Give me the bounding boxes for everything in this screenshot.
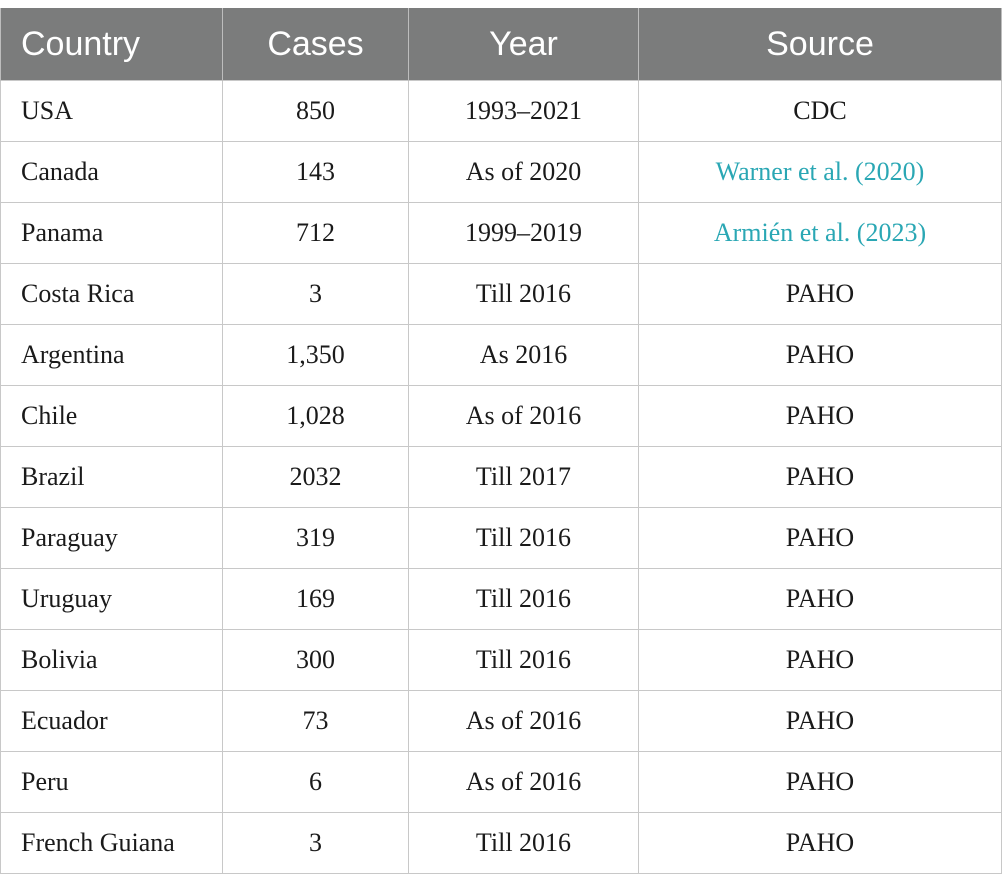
country-cell: Canada — [0, 141, 223, 203]
table-row: Paraguay 319 Till 2016 PAHO — [0, 507, 1002, 569]
year-cell: Till 2016 — [408, 629, 639, 691]
country-cell: Argentina — [0, 324, 223, 386]
table-row: Costa Rica 3 Till 2016 PAHO — [0, 263, 1002, 325]
source-cell: PAHO — [638, 385, 1002, 447]
table-row: Canada 143 As of 2020 Warner et al. (2020) — [0, 141, 1002, 203]
header-row: Country Cases Year Source — [0, 8, 1002, 81]
citation-link[interactable]: Warner et al. (2020) — [715, 157, 925, 186]
source-cell: PAHO — [638, 751, 1002, 813]
table-header: Country Cases Year Source — [0, 8, 1002, 81]
table-row: Uruguay 169 Till 2016 PAHO — [0, 568, 1002, 630]
table-body: USA 850 1993–2021 CDC Canada 143 As of 2020 War… — [0, 80, 1002, 874]
country-cell: Costa Rica — [0, 263, 223, 325]
table-row: French Guiana 3 Till 2016 PAHO — [0, 812, 1002, 874]
year-cell: 1993–2021 — [408, 80, 639, 142]
cases-cell: 319 — [222, 507, 409, 569]
source-link[interactable]: Armién et al. (2023) — [638, 202, 1002, 264]
cases-cell: 3 — [222, 263, 409, 325]
country-cell: French Guiana — [0, 812, 223, 874]
year-cell: Till 2016 — [408, 263, 639, 325]
header-year: Year — [408, 8, 639, 81]
year-cell: Till 2016 — [408, 812, 639, 874]
header-source: Source — [638, 8, 1002, 81]
cases-cell: 2032 — [222, 446, 409, 508]
cases-cell: 300 — [222, 629, 409, 691]
cases-table: Country Cases Year Source USA 850 1993–202… — [0, 8, 1002, 874]
country-cell: Panama — [0, 202, 223, 264]
source-cell: PAHO — [638, 568, 1002, 630]
cases-cell: 169 — [222, 568, 409, 630]
table-row: Peru 6 As of 2016 PAHO — [0, 751, 1002, 813]
year-cell: Till 2016 — [408, 507, 639, 569]
cases-cell: 73 — [222, 690, 409, 752]
year-cell: Till 2016 — [408, 568, 639, 630]
source-cell: PAHO — [638, 629, 1002, 691]
source-cell: PAHO — [638, 446, 1002, 508]
country-cell: Uruguay — [0, 568, 223, 630]
cases-cell: 143 — [222, 141, 409, 203]
table-row: Panama 712 1999–2019 Armién et al. (2023) — [0, 202, 1002, 264]
header-cases: Cases — [222, 8, 409, 81]
cases-cell: 712 — [222, 202, 409, 264]
table-row: Chile 1,028 As of 2016 PAHO — [0, 385, 1002, 447]
citation-link[interactable]: Armién et al. (2023) — [713, 218, 927, 247]
cases-cell: 1,028 — [222, 385, 409, 447]
country-cell: Bolivia — [0, 629, 223, 691]
cases-cell: 850 — [222, 80, 409, 142]
year-cell: As 2016 — [408, 324, 639, 386]
country-cell: USA — [0, 80, 223, 142]
cases-cell: 1,350 — [222, 324, 409, 386]
source-cell: PAHO — [638, 690, 1002, 752]
year-cell: Till 2017 — [408, 446, 639, 508]
source-cell: PAHO — [638, 812, 1002, 874]
source-cell: PAHO — [638, 507, 1002, 569]
year-cell: 1999–2019 — [408, 202, 639, 264]
table-row: Ecuador 73 As of 2016 PAHO — [0, 690, 1002, 752]
source-cell: CDC — [638, 80, 1002, 142]
year-cell: As of 2016 — [408, 690, 639, 752]
table-row: USA 850 1993–2021 CDC — [0, 80, 1002, 142]
table-row: Brazil 2032 Till 2017 PAHO — [0, 446, 1002, 508]
table-row: Argentina 1,350 As 2016 PAHO — [0, 324, 1002, 386]
cases-cell: 3 — [222, 812, 409, 874]
country-cell: Brazil — [0, 446, 223, 508]
country-cell: Peru — [0, 751, 223, 813]
country-cell: Chile — [0, 385, 223, 447]
year-cell: As of 2020 — [408, 141, 639, 203]
source-link[interactable]: Warner et al. (2020) — [638, 141, 1002, 203]
source-cell: PAHO — [638, 263, 1002, 325]
table-row: Bolivia 300 Till 2016 PAHO — [0, 629, 1002, 691]
source-cell: PAHO — [638, 324, 1002, 386]
country-cell: Ecuador — [0, 690, 223, 752]
country-cell: Paraguay — [0, 507, 223, 569]
cases-cell: 6 — [222, 751, 409, 813]
year-cell: As of 2016 — [408, 751, 639, 813]
header-country: Country — [0, 8, 223, 81]
year-cell: As of 2016 — [408, 385, 639, 447]
